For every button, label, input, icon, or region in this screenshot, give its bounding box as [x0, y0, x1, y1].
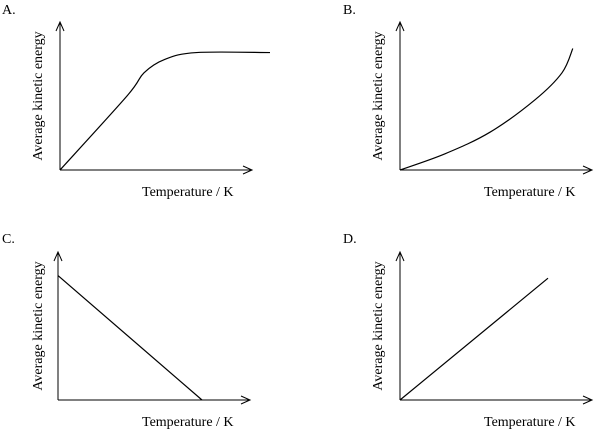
panel-b-data-line [399, 48, 574, 171]
panel-a-y-axis-arrow [55, 20, 65, 32]
panel-a-label: A. [2, 3, 16, 18]
panel-d-y-axis-arrow [395, 250, 405, 262]
panel-c-x-axis-label: Temperature / K [142, 415, 234, 430]
panel-c-y-axis-arrow [53, 250, 63, 262]
panel-b-y-axis-arrow [395, 20, 405, 32]
panel-a-y-axis-label: Average kinetic energy [31, 31, 46, 160]
panel-a-x-axis-arrow [242, 165, 254, 175]
panel-c-x-axis-arrow [240, 395, 252, 405]
panel-b-x-axis-label: Temperature / K [484, 185, 576, 200]
panel-c-data-line [57, 275, 203, 401]
panel-a-x-axis-label: Temperature / K [142, 185, 234, 200]
panel-c-label: C. [2, 232, 15, 247]
panel-a-data-line [59, 51, 271, 171]
panel-d-y-axis-label: Average kinetic energy [371, 261, 386, 390]
panel-d-x-axis-label: Temperature / K [484, 415, 576, 430]
panel-b-x-axis-arrow [582, 165, 594, 175]
panel-c-y-axis-label: Average kinetic energy [31, 261, 46, 390]
panel-b-y-axis-label: Average kinetic energy [371, 31, 386, 160]
panel-d-data-line [399, 277, 549, 401]
panel-b-label: B. [343, 3, 356, 18]
panel-d-x-axis-arrow [582, 395, 594, 405]
panel-d-label: D. [343, 232, 357, 247]
